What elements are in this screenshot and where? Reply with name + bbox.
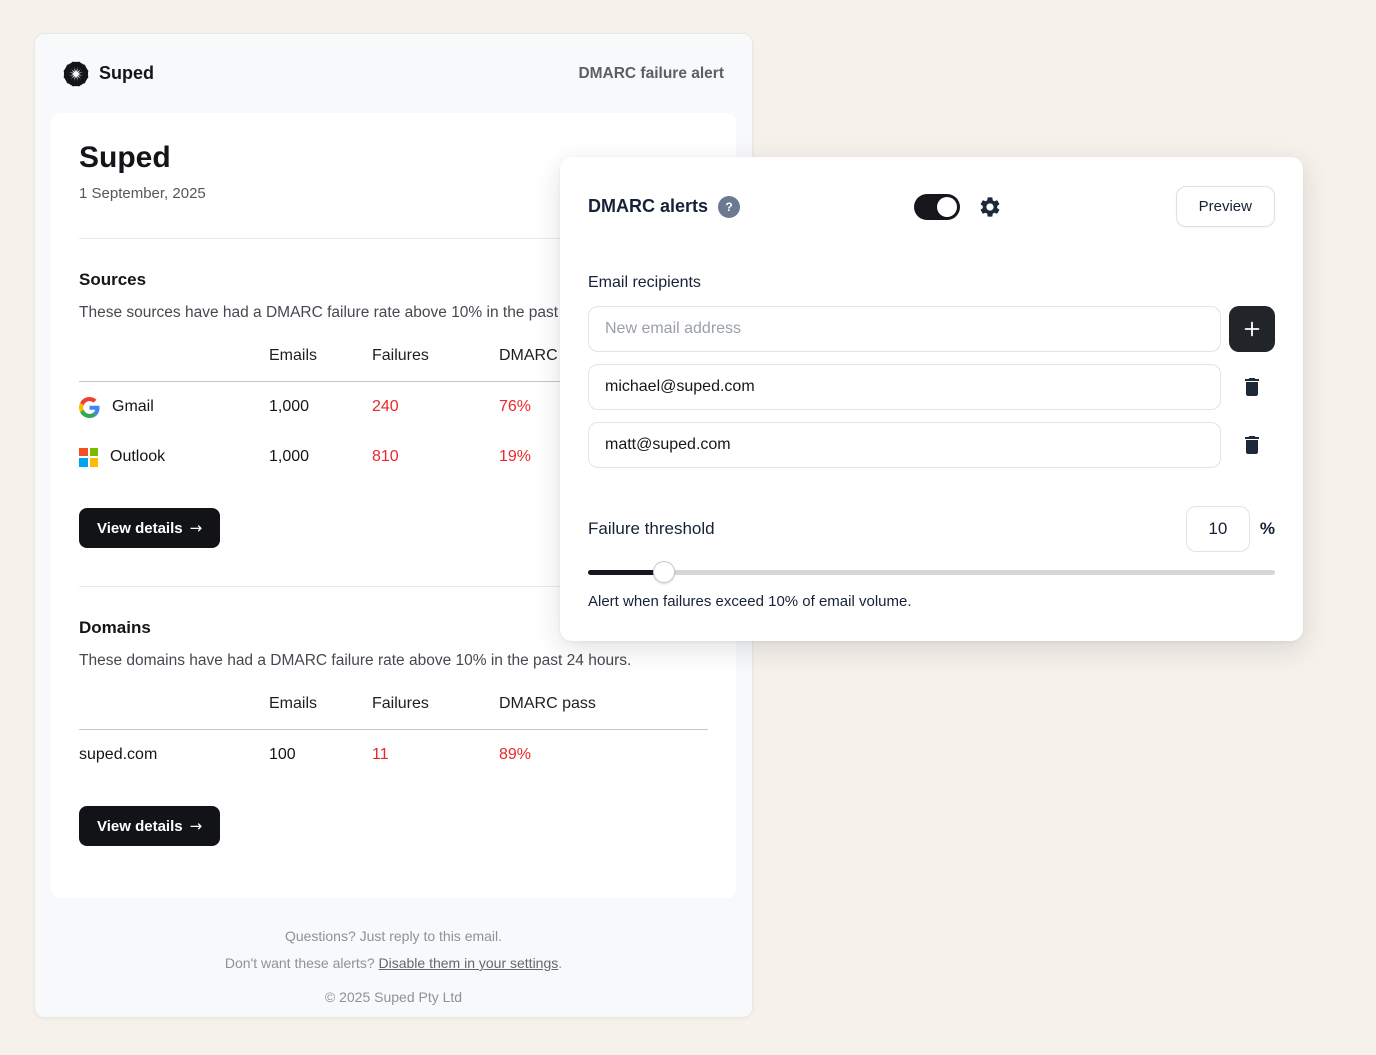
emails-value: 1,000 <box>269 398 310 415</box>
view-details-button[interactable]: View details → <box>79 508 221 548</box>
new-recipient-row <box>588 306 1275 352</box>
email-date: 1 September, 2025 <box>79 185 206 202</box>
dmarc-pass-value: 89% <box>499 746 532 763</box>
emails-value: 100 <box>269 746 296 763</box>
email-recipients-label: Email recipients <box>588 274 701 291</box>
email-footer: Questions? Just reply to this email. Don… <box>35 898 752 1007</box>
help-icon[interactable]: ? <box>718 195 741 218</box>
new-email-input[interactable] <box>588 306 1221 352</box>
source-name: Outlook <box>110 448 166 465</box>
arrow-right-icon: → <box>189 519 203 537</box>
gear-icon[interactable] <box>978 195 1002 219</box>
dmarc-alerts-panel: DMARC alerts ? Preview Email recipients <box>560 157 1303 641</box>
threshold-value-input[interactable] <box>1185 506 1250 552</box>
slider-fill <box>588 569 664 575</box>
table-row: suped.com 100 11 89% <box>79 730 708 780</box>
slider-track <box>588 569 1275 575</box>
email-title: Suped <box>79 141 171 174</box>
brand-name: Suped <box>99 63 155 83</box>
domains-table: Emails Failures DMARC pass suped.com 100… <box>79 695 708 780</box>
panel-title: DMARC alerts <box>588 196 709 216</box>
suped-logo-icon <box>63 61 89 86</box>
email-header: Suped DMARC failure alert <box>35 34 752 113</box>
domain-name: suped.com <box>79 746 158 763</box>
panel-header: DMARC alerts ? Preview <box>588 185 1275 228</box>
trash-icon <box>1245 378 1259 396</box>
gmail-icon <box>79 396 100 418</box>
arrow-right-icon: → <box>189 817 203 835</box>
footer-copyright: © 2025 Suped Pty Ltd <box>324 989 463 1005</box>
col-failures: Failures <box>372 347 429 364</box>
alerts-toggle[interactable] <box>913 193 960 220</box>
brand: Suped <box>63 61 154 87</box>
divider <box>79 586 708 587</box>
sources-description: These sources have had a DMARC failure r… <box>79 304 627 321</box>
threshold-row: Failure threshold % <box>588 506 1275 552</box>
toggle-knob <box>936 196 957 217</box>
slider-handle[interactable] <box>652 561 675 583</box>
failures-value: 810 <box>372 448 399 465</box>
divider <box>79 238 708 239</box>
domains-table-header: Emails Failures DMARC pass <box>79 695 708 730</box>
col-failures: Failures <box>372 695 429 712</box>
recipient-row <box>588 422 1275 468</box>
trash-icon <box>1245 436 1259 454</box>
email-type-label: DMARC failure alert <box>578 64 724 82</box>
domains-heading: Domains <box>79 618 151 637</box>
recipient-email-input[interactable] <box>588 422 1221 468</box>
percent-label: % <box>1259 519 1275 538</box>
col-emails: Emails <box>269 695 318 712</box>
delete-recipient-button[interactable] <box>1240 433 1264 457</box>
preview-button[interactable]: Preview <box>1175 186 1275 227</box>
domains-description: These domains have had a DMARC failure r… <box>79 652 632 669</box>
recipient-email-input[interactable] <box>588 364 1221 410</box>
sources-heading: Sources <box>79 270 147 289</box>
footer-line1: Questions? Just reply to this email. <box>284 928 503 944</box>
col-emails: Emails <box>269 347 318 364</box>
disable-alerts-link[interactable]: Disable them in your settings <box>378 955 559 971</box>
source-name: Gmail <box>112 398 154 415</box>
failures-value: 11 <box>372 746 389 763</box>
table-row: Outlook 1,000 810 19% <box>79 432 708 482</box>
sources-table: Emails Failures DMARC pass Gmail 1,000 2… <box>79 347 708 482</box>
failures-value: 240 <box>372 398 399 415</box>
footer-line2: Don't want these alerts? Disable them in… <box>224 955 563 971</box>
threshold-slider[interactable] <box>588 561 1275 583</box>
col-dmarc-pass: DMARC pass <box>499 695 596 712</box>
add-recipient-button[interactable] <box>1229 306 1275 352</box>
dmarc-pass-value: 19% <box>499 448 532 465</box>
plus-icon <box>1244 321 1260 337</box>
delete-recipient-button[interactable] <box>1240 375 1264 399</box>
outlook-icon <box>79 447 98 467</box>
table-row: Gmail 1,000 240 76% <box>79 382 708 432</box>
emails-value: 1,000 <box>269 448 310 465</box>
dmarc-pass-value: 76% <box>499 398 532 415</box>
recipient-row <box>588 364 1275 410</box>
threshold-help-text: Alert when failures exceed 10% of email … <box>588 593 912 610</box>
view-details-button[interactable]: View details → <box>79 806 221 846</box>
failure-threshold-label: Failure threshold <box>588 519 715 538</box>
